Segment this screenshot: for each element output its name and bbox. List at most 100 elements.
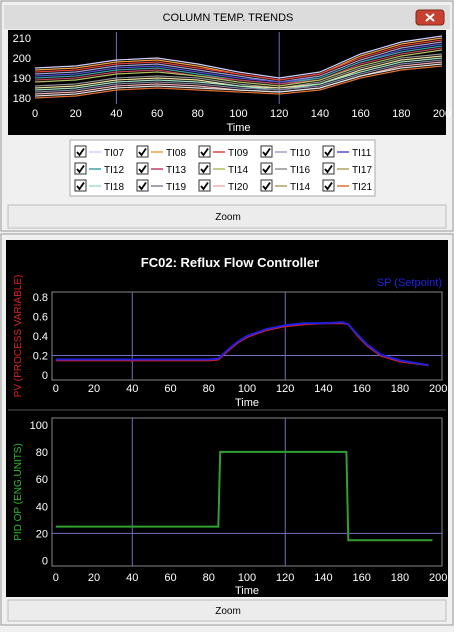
x-tick-label: 0 bbox=[53, 572, 59, 584]
checkmark bbox=[262, 181, 271, 191]
x-tick-label: 60 bbox=[164, 383, 176, 395]
x-tick-label: 0 bbox=[53, 383, 59, 395]
checkmark bbox=[138, 181, 147, 191]
x-tick-label: 40 bbox=[126, 383, 138, 395]
legend-checkbox[interactable] bbox=[136, 179, 149, 192]
y-tick-label: 40 bbox=[36, 501, 48, 513]
x-tick-label: 160 bbox=[351, 108, 369, 120]
y-tick-label: 190 bbox=[13, 73, 31, 85]
legend-checkbox[interactable] bbox=[322, 145, 335, 158]
zoom-label: Zoom bbox=[215, 606, 241, 617]
x-tick-label: 60 bbox=[164, 572, 176, 584]
x-axis-label: Time bbox=[235, 585, 259, 597]
y-tick-label: 0.4 bbox=[33, 331, 48, 343]
window-title: COLUMN TEMP. TRENDS bbox=[163, 12, 294, 24]
checkmark bbox=[138, 147, 147, 157]
y-axis-label: PV (PROCESS VARIABLE) bbox=[13, 275, 24, 398]
legend-label: TI10 bbox=[290, 148, 310, 159]
y-tick-label: 60 bbox=[36, 474, 48, 486]
legend-checkbox[interactable] bbox=[322, 179, 335, 192]
window-title: FC02: Reflux Flow Controller bbox=[141, 255, 319, 270]
legend-label: TI16 bbox=[290, 165, 310, 176]
legend-checkbox[interactable] bbox=[260, 179, 273, 192]
x-tick-label: 80 bbox=[203, 383, 215, 395]
zoom-bar[interactable] bbox=[7, 204, 447, 229]
legend-checkbox[interactable] bbox=[198, 145, 211, 158]
series-line bbox=[34, 35, 443, 79]
legend-checkbox[interactable] bbox=[74, 162, 87, 175]
legend-label: TI07 bbox=[104, 148, 124, 159]
y-tick-label: 0.8 bbox=[33, 292, 48, 304]
series-line bbox=[34, 65, 443, 99]
x-tick-label: 0 bbox=[32, 108, 38, 120]
x-tick-label: 20 bbox=[88, 572, 100, 584]
x-tick-label: 160 bbox=[353, 572, 371, 584]
checkmark bbox=[324, 147, 333, 157]
series-line bbox=[34, 59, 443, 93]
y-tick-label: 210 bbox=[13, 33, 31, 45]
legend-checkbox[interactable] bbox=[74, 145, 87, 158]
zoom-bar[interactable] bbox=[7, 599, 447, 622]
plot-frame bbox=[51, 291, 443, 381]
x-tick-label: 160 bbox=[353, 383, 371, 395]
checkmark bbox=[324, 181, 333, 191]
x-tick-label: 120 bbox=[276, 572, 294, 584]
checkmark bbox=[262, 164, 271, 174]
series-line bbox=[34, 63, 443, 97]
series-line bbox=[34, 53, 443, 89]
legend-label: TI13 bbox=[166, 165, 186, 176]
x-tick-label: 20 bbox=[88, 383, 100, 395]
legend-label: TI14 bbox=[290, 182, 310, 193]
legend-label: TI09 bbox=[228, 148, 248, 159]
x-tick-label: 140 bbox=[314, 383, 332, 395]
legend-label: TI18 bbox=[104, 182, 124, 193]
x-tick-label: 180 bbox=[392, 108, 410, 120]
x-tick-label: 140 bbox=[314, 572, 332, 584]
legend-label: TI17 bbox=[352, 165, 372, 176]
y-tick-label: 180 bbox=[13, 93, 31, 105]
x-axis-label: Time bbox=[235, 397, 259, 409]
y-tick-label: 100 bbox=[30, 420, 48, 432]
legend-checkbox[interactable] bbox=[198, 179, 211, 192]
y-axis-label: PID OP (ENG.UNITS) bbox=[13, 443, 24, 541]
x-tick-label: 120 bbox=[270, 108, 288, 120]
legend-label: TI12 bbox=[104, 165, 124, 176]
x-tick-label: 180 bbox=[391, 383, 409, 395]
close-icon bbox=[425, 13, 435, 22]
legend-label: TI21 bbox=[352, 182, 372, 193]
x-tick-label: 200 bbox=[429, 383, 447, 395]
legend-checkbox[interactable] bbox=[74, 179, 87, 192]
zoom-label: Zoom bbox=[215, 212, 241, 223]
series-line bbox=[34, 57, 443, 91]
checkmark bbox=[138, 164, 147, 174]
legend-checkbox[interactable] bbox=[198, 162, 211, 175]
x-tick-label: 200 bbox=[429, 572, 447, 584]
series-line bbox=[55, 450, 433, 542]
x-tick-label: 100 bbox=[238, 572, 256, 584]
series-line bbox=[34, 39, 443, 81]
legend-checkbox[interactable] bbox=[136, 162, 149, 175]
series-line bbox=[34, 43, 443, 83]
checkmark bbox=[76, 164, 85, 174]
title-bar bbox=[4, 5, 450, 29]
series-line bbox=[34, 49, 443, 87]
y-tick-label: 0 bbox=[42, 556, 48, 568]
legend-label: TI19 bbox=[166, 182, 186, 193]
legend-checkbox[interactable] bbox=[136, 145, 149, 158]
legend-checkbox[interactable] bbox=[260, 145, 273, 158]
legend-checkbox[interactable] bbox=[322, 162, 335, 175]
checkmark bbox=[200, 164, 209, 174]
checkmark bbox=[76, 147, 85, 157]
x-tick-label: 120 bbox=[276, 383, 294, 395]
x-axis-label: Time bbox=[226, 122, 250, 134]
checkmark bbox=[324, 164, 333, 174]
legend-label: TI11 bbox=[352, 148, 372, 159]
y-tick-label: 0.2 bbox=[33, 351, 48, 363]
x-tick-label: 200 bbox=[433, 108, 451, 120]
x-tick-label: 80 bbox=[192, 108, 204, 120]
x-tick-label: 140 bbox=[311, 108, 329, 120]
legend-checkbox[interactable] bbox=[260, 162, 273, 175]
x-tick-label: 100 bbox=[238, 383, 256, 395]
